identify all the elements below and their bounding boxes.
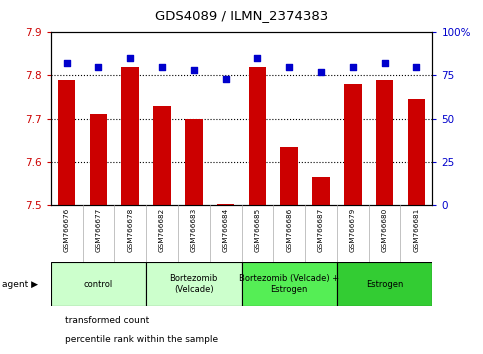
Text: Bortezomib
(Velcade): Bortezomib (Velcade) — [170, 274, 218, 294]
Point — [95, 64, 102, 69]
Bar — [242, 262, 337, 306]
Text: transformed count: transformed count — [65, 316, 149, 325]
Bar — [146, 262, 242, 306]
Text: GSM766684: GSM766684 — [223, 207, 228, 252]
Text: GSM766682: GSM766682 — [159, 207, 165, 252]
Text: GDS4089 / ILMN_2374383: GDS4089 / ILMN_2374383 — [155, 9, 328, 22]
Point — [158, 64, 166, 69]
Bar — [90, 114, 107, 205]
Bar — [185, 119, 202, 205]
Text: GSM766686: GSM766686 — [286, 207, 292, 252]
Bar — [408, 99, 425, 205]
Point — [222, 76, 229, 81]
Bar — [58, 80, 75, 205]
Text: Estrogen: Estrogen — [366, 280, 403, 289]
Text: GSM766677: GSM766677 — [96, 207, 101, 252]
Text: GSM766687: GSM766687 — [318, 207, 324, 252]
Point — [285, 64, 293, 69]
Text: agent ▶: agent ▶ — [2, 280, 39, 289]
Text: GSM766680: GSM766680 — [382, 207, 387, 252]
Point — [317, 69, 325, 75]
Point — [127, 55, 134, 61]
Text: GSM766683: GSM766683 — [191, 207, 197, 252]
Point — [412, 64, 420, 69]
Bar — [121, 67, 139, 205]
Text: GSM766676: GSM766676 — [64, 207, 70, 252]
Text: GSM766679: GSM766679 — [350, 207, 356, 252]
Bar — [249, 67, 266, 205]
Point — [190, 67, 198, 73]
Bar — [51, 262, 146, 306]
Point — [254, 55, 261, 61]
Text: percentile rank within the sample: percentile rank within the sample — [65, 335, 218, 344]
Bar — [376, 80, 393, 205]
Point — [349, 64, 356, 69]
Text: control: control — [84, 280, 113, 289]
Text: GSM766681: GSM766681 — [413, 207, 419, 252]
Point — [381, 60, 388, 66]
Text: GSM766685: GSM766685 — [255, 207, 260, 252]
Bar — [344, 84, 362, 205]
Point — [63, 60, 71, 66]
Bar — [281, 147, 298, 205]
Bar — [337, 262, 432, 306]
Text: GSM766678: GSM766678 — [127, 207, 133, 252]
Bar — [312, 177, 330, 205]
Bar — [153, 105, 171, 205]
Text: Bortezomib (Velcade) +
Estrogen: Bortezomib (Velcade) + Estrogen — [239, 274, 339, 294]
